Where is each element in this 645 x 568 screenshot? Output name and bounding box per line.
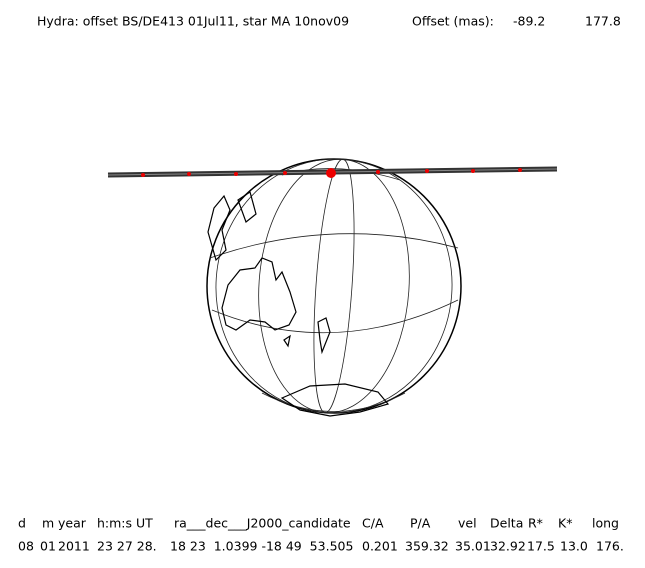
cell: 35.01 — [455, 539, 491, 554]
globe — [206, 158, 462, 417]
cell: 359.32 — [405, 539, 449, 554]
cell: 17.5 — [527, 539, 555, 554]
column-header: h:m:s UT — [97, 516, 153, 531]
column-header: C/A — [362, 516, 384, 531]
column-header: P/A — [410, 516, 431, 531]
offset-label: Offset (mas): — [412, 14, 494, 29]
offset-value: 177.8 — [585, 14, 621, 29]
table: d m year h:m:s UT ra___dec___J2000_candidate… — [18, 516, 624, 554]
cell: 23 27 28. — [97, 539, 157, 554]
cell: 176. — [596, 539, 624, 554]
column-header: d — [18, 516, 26, 531]
column-header: year — [58, 516, 87, 531]
column-header: ra___dec___J2000_candidate — [174, 516, 351, 531]
cell: 0.201 — [362, 539, 398, 554]
cell: 18 23 1.0399 -18 49 53.505 — [170, 539, 353, 554]
column-header: long — [592, 516, 619, 531]
cell: 2011 — [58, 539, 90, 554]
cell: 01 — [40, 539, 56, 554]
column-header: R* — [528, 516, 543, 531]
column-header: K* — [558, 516, 572, 531]
cell: 13.0 — [560, 539, 588, 554]
offset-value: -89.2 — [513, 14, 545, 29]
title: Hydra: offset BS/DE413 01Jul11, star MA … — [37, 14, 349, 29]
column-header: vel — [458, 516, 477, 531]
column-header: Delta — [490, 516, 523, 531]
cell: 32.92 — [490, 539, 526, 554]
cell: 08 — [18, 539, 34, 554]
column-header: m — [42, 516, 54, 531]
shadow-track — [107, 166, 558, 178]
